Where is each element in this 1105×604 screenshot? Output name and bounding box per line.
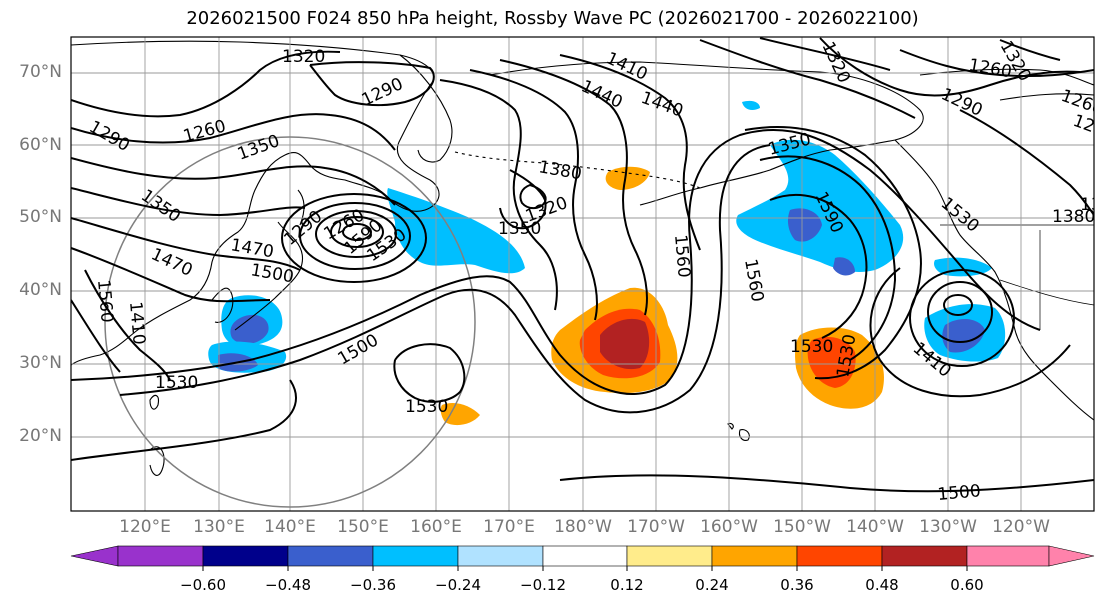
positive-anomaly-aleutian <box>605 166 650 190</box>
lon-label-170e: 170°E <box>483 517 535 537</box>
lon-label-160e: 160°E <box>410 517 462 537</box>
lat-label-50n: 50°N <box>19 207 62 227</box>
colorbar-tick-label: 0.36 <box>780 576 814 594</box>
lon-label-170w: 170°W <box>627 517 685 537</box>
contour-label: 1350 <box>498 219 541 239</box>
negative-anomaly-japan-core <box>230 314 269 344</box>
colorbar-segment <box>287 545 374 567</box>
reference-circle <box>104 136 476 508</box>
colorbar-tick-label: −0.36 <box>350 576 396 594</box>
colorbar-segment <box>372 545 459 567</box>
colorbar-segment <box>202 545 289 567</box>
lat-label-30n: 30°N <box>19 353 62 373</box>
map-title: 2026021500 F024 850 hPa height, Rossby W… <box>186 8 919 29</box>
colorbar-tick-label: 0.12 <box>610 576 644 594</box>
lon-label-120e: 120°E <box>119 517 171 537</box>
colorbar-tick-label: 0.24 <box>695 576 729 594</box>
negative-anomaly-gulf-of-alaska-core <box>787 208 822 242</box>
colorbar-segment <box>711 545 798 567</box>
colorbar-segment <box>966 545 1050 567</box>
lat-label-60n: 60°N <box>19 135 62 155</box>
map-frame <box>70 36 1095 512</box>
negative-anomaly-alaska-north <box>742 100 760 110</box>
contour-label: 1530 <box>405 397 448 417</box>
colorbar-tick-label: 0.60 <box>950 576 984 594</box>
height-contours <box>71 37 1094 493</box>
colorbar-segment <box>626 545 713 567</box>
lat-label-20n: 20°N <box>19 426 62 446</box>
contour-label: 1500 <box>937 481 982 505</box>
lon-label-120w: 120°W <box>992 517 1050 537</box>
lon-label-150e: 150°E <box>337 517 389 537</box>
colorbar-segment <box>457 545 544 567</box>
colorbar-tick-label: −0.48 <box>265 576 311 594</box>
contour-label: 1320 <box>282 47 325 67</box>
colorbar-extend-min <box>70 545 119 567</box>
coastlines <box>71 40 1094 476</box>
lon-label-160w: 160°W <box>700 517 758 537</box>
colorbar-tick-label: 0.48 <box>865 576 899 594</box>
negative-anomaly-kurils-inner <box>426 222 478 253</box>
lat-label-70n: 70°N <box>19 62 62 82</box>
contour-label: 1530 <box>155 373 198 393</box>
colorbar-tick-label: −0.60 <box>180 576 226 594</box>
positive-anomaly-dateline-core <box>600 318 650 370</box>
lon-label-130w: 130°W <box>919 517 977 537</box>
contour-label: 1530 <box>790 337 833 357</box>
contour-label: 1410 <box>125 301 149 346</box>
colorbar-segment <box>542 545 628 567</box>
lon-label-130e: 130°E <box>193 517 245 537</box>
colorbar-tick-label: −0.24 <box>435 576 481 594</box>
lon-label-150w: 150°W <box>773 517 831 537</box>
lat-label-40n: 40°N <box>19 280 62 300</box>
contour-label: 1560 <box>93 279 117 324</box>
colorbar-extend-max <box>1048 545 1095 567</box>
contour-label: 1380 <box>1052 207 1095 227</box>
lon-label-140e: 140°E <box>264 517 316 537</box>
colorbar-tick-label: −0.12 <box>520 576 566 594</box>
lon-label-140w: 140°W <box>846 517 904 537</box>
contour-label: 1560 <box>670 234 694 279</box>
contour-label: 1380 <box>1080 195 1105 215</box>
lon-label-180w: 180°W <box>554 517 612 537</box>
colorbar <box>70 545 1095 571</box>
colorbar-segment <box>796 545 883 567</box>
positive-anomaly-south <box>440 403 480 426</box>
negative-anomaly-gulf-of-alaska-core2 <box>833 257 855 276</box>
colorbar-segment <box>117 545 204 567</box>
colorbar-segment <box>881 545 968 567</box>
negative-anomaly-california-core <box>942 318 985 353</box>
